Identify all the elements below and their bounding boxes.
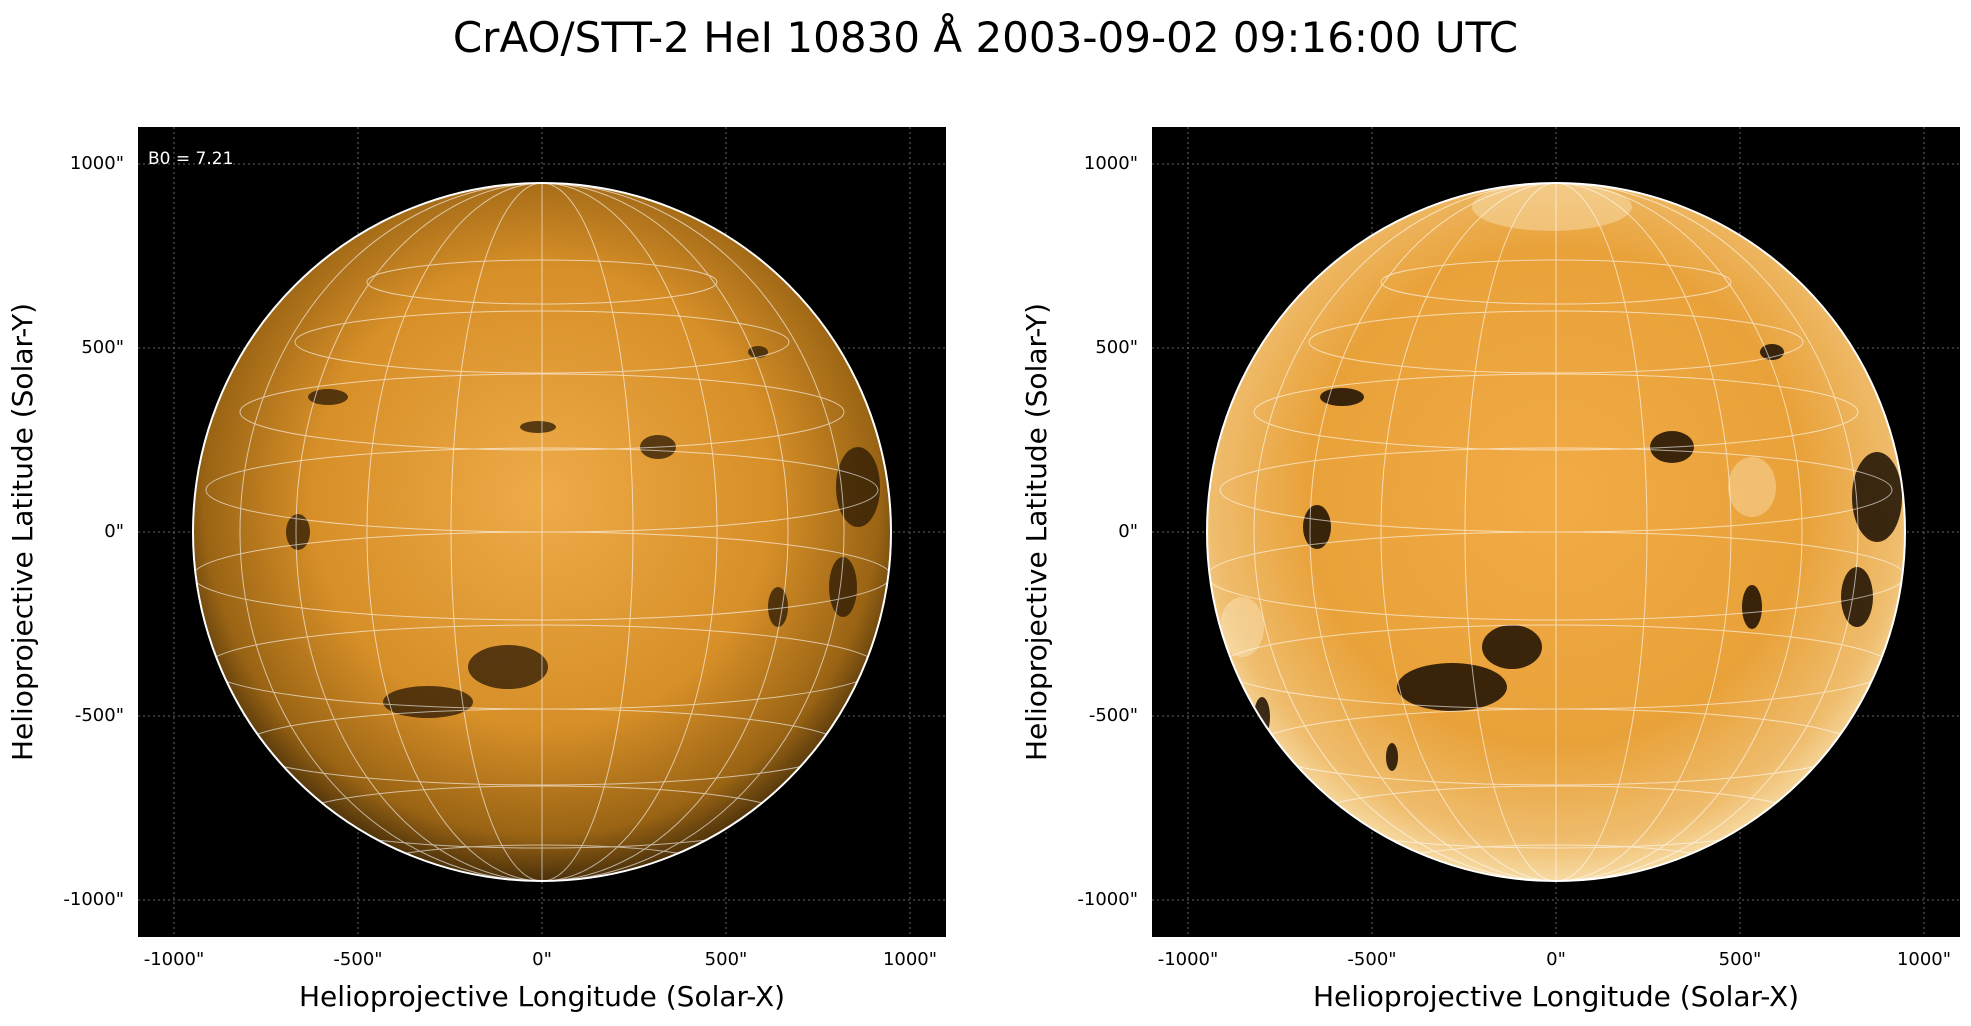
left-ytick-label: -1000" (63, 889, 124, 910)
left-ytick-label: 500" (81, 337, 124, 358)
figure-title: CrAO/STT-2 HeI 10830 Å 2003-09-02 09:16:… (452, 13, 1519, 62)
left-xtick-label: 0" (532, 949, 552, 970)
right-y-axis-label: Helioprojective Latitude (Solar-Y) (1020, 302, 1053, 762)
right-xtick-label: 500" (1718, 949, 1762, 970)
right-x-axis-label: Helioprojective Longitude (Solar-X) (1312, 980, 1800, 1013)
left-ytick-label: 0" (104, 521, 124, 542)
right-ytick-label: -1000" (1077, 889, 1138, 910)
left-y-axis-label: Helioprojective Latitude (Solar-Y) (6, 302, 39, 762)
right-xtick-label: -500" (1347, 949, 1397, 970)
right-ytick-label: 0" (1118, 521, 1138, 542)
left-ytick-label: -500" (74, 705, 124, 726)
left-xtick-label: -500" (333, 949, 383, 970)
right-solar-disk-image (1152, 127, 1960, 937)
right-ytick-label: 500" (1095, 337, 1138, 358)
left-ytick-label: 1000" (69, 153, 124, 174)
right-ytick-label: 1000" (1083, 153, 1138, 174)
right-solar-image-panel (1152, 127, 1960, 937)
left-limb-outline (192, 182, 892, 882)
right-xtick-label: 0" (1546, 949, 1566, 970)
b0-annotation: B0 = 7.21 (148, 149, 234, 169)
left-solar-disk-image (138, 127, 946, 937)
right-xtick-label: 1000" (1896, 949, 1952, 970)
left-x-axis-label: Helioprojective Longitude (Solar-X) (298, 980, 786, 1013)
left-solar-image-panel: B0 = 7.21 (138, 127, 946, 937)
left-xtick-label: 500" (704, 949, 748, 970)
right-xtick-label: -1000" (1157, 949, 1219, 970)
left-dark-features (286, 346, 880, 718)
left-xtick-label: -1000" (143, 949, 205, 970)
right-limb-outline (1206, 182, 1906, 882)
right-dark-features (1254, 344, 1902, 771)
right-ytick-label: -500" (1088, 705, 1138, 726)
right-bright-features (1220, 183, 1776, 657)
left-xtick-label: 1000" (882, 949, 938, 970)
